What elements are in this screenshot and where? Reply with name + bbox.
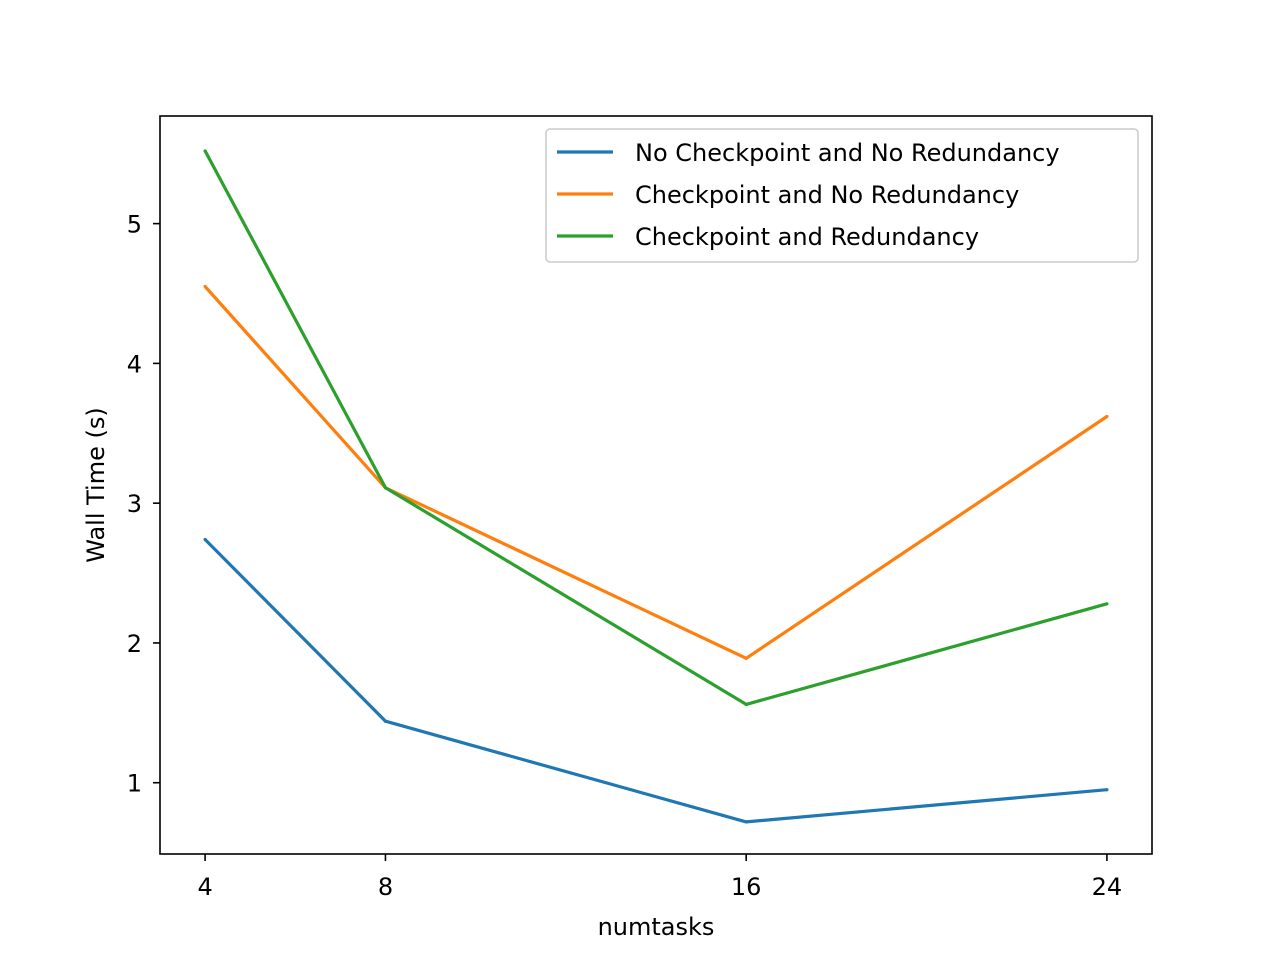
data-point [1105,788,1109,792]
series-line-1 [203,538,1108,824]
x-tick-label: 16 [731,873,762,901]
x-axis-ticks: 4 8 16 24 [197,854,1122,901]
legend-label-1: No Checkpoint and No Redundancy [635,139,1060,167]
legend: No Checkpoint and No Redundancy Checkpoin… [545,128,1139,263]
legend-label-3: Checkpoint and Redundancy [635,223,979,251]
data-point [744,820,748,824]
y-tick-label: 5 [127,211,142,239]
legend-entries: No Checkpoint and No Redundancy Checkpoin… [557,139,1060,251]
y-tick-label: 2 [127,630,142,658]
data-point [203,537,207,542]
y-tick-label: 3 [127,490,142,518]
series-line-3 [203,150,1108,707]
series-layer [203,149,1109,824]
data-point [1105,414,1109,419]
y-tick-label: 1 [127,770,142,798]
x-tick-label: 24 [1092,873,1123,901]
data-point [744,702,748,707]
series-line-2 [203,285,1108,660]
x-tick-label: 4 [197,873,212,901]
data-point [383,719,388,723]
data-point [744,656,748,660]
x-axis-label: numtasks [598,913,715,941]
plot-frame [159,115,1153,855]
data-point [203,284,207,289]
legend-box [545,128,1139,263]
data-point [383,486,388,490]
x-tick-label: 8 [378,873,393,901]
y-tick-label: 4 [127,350,142,378]
data-point [1105,602,1109,606]
y-axis-ticks: 1 2 3 4 5 [127,211,160,798]
y-axis-label: Wall Time (s) [82,407,110,562]
data-point [203,149,207,153]
legend-label-2: Checkpoint and No Redundancy [635,181,1019,209]
